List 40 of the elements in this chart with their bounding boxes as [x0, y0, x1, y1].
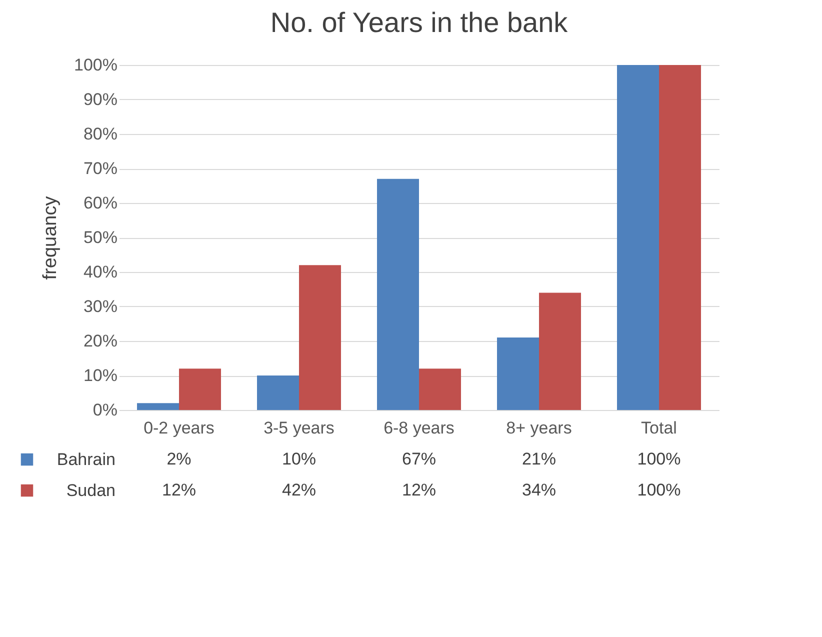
y-tick-label: 30% — [83, 297, 118, 316]
bar — [137, 403, 179, 410]
data-label: 100% — [637, 450, 681, 468]
data-label: 12% — [162, 480, 196, 500]
bar — [659, 65, 701, 410]
legend-label: Sudan — [66, 481, 116, 500]
x-tick-label: 3-5 years — [264, 418, 334, 438]
y-tick-label: 20% — [83, 332, 118, 350]
x-tick-label: 8+ years — [506, 418, 572, 438]
data-label: 34% — [522, 480, 556, 500]
legend-label: Bahrain — [56, 450, 116, 469]
y-tick-label: 100% — [74, 56, 118, 74]
data-label: 21% — [522, 450, 556, 468]
bar — [539, 292, 581, 410]
y-tick-label: 80% — [83, 124, 118, 144]
y-axis-title: frequancy — [40, 196, 62, 280]
x-tick-label: 6-8 years — [384, 418, 454, 438]
bar — [179, 368, 221, 410]
bar — [617, 65, 659, 410]
y-tick-label: 90% — [83, 90, 118, 109]
data-label: 42% — [282, 480, 316, 500]
y-tick-label: 70% — [83, 159, 118, 178]
y-tick-label: 10% — [83, 366, 118, 385]
bar — [299, 265, 341, 410]
data-label: 2% — [166, 450, 192, 468]
bar — [377, 178, 419, 410]
bar — [257, 376, 299, 410]
data-label: 10% — [282, 450, 316, 468]
x-tick-label: 0-2 years — [144, 418, 214, 438]
x-tick-label: Total — [641, 418, 677, 438]
data-label: 67% — [402, 450, 436, 468]
bar — [497, 338, 539, 410]
data-label: 12% — [402, 480, 436, 500]
y-tick-label: 50% — [83, 228, 118, 247]
data-label: 100% — [637, 480, 681, 500]
y-tick-label: 60% — [83, 194, 118, 212]
y-tick-label: 40% — [83, 262, 118, 282]
chart-title: No. of Years in the bank — [270, 7, 569, 38]
y-tick-label: 0% — [92, 400, 118, 420]
bar — [419, 368, 461, 410]
